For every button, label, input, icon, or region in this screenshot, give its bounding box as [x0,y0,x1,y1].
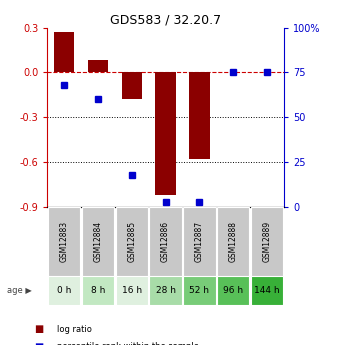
Bar [82,207,114,276]
Bar [183,276,216,305]
Text: GSM12885: GSM12885 [127,221,136,262]
Text: GSM12889: GSM12889 [263,221,271,262]
Bar [48,276,80,305]
Text: percentile rank within the sample: percentile rank within the sample [57,342,199,345]
Text: GSM12883: GSM12883 [60,221,69,262]
Text: 8 h: 8 h [91,286,105,295]
Bar [116,207,148,276]
Bar [82,276,114,305]
Bar [149,276,182,305]
Text: GSM12886: GSM12886 [161,221,170,262]
Text: 96 h: 96 h [223,286,243,295]
Text: GSM12884: GSM12884 [94,221,102,262]
Bar [217,276,249,305]
Bar [48,207,80,276]
Bar [116,276,148,305]
Title: GDS583 / 32.20.7: GDS583 / 32.20.7 [110,13,221,27]
Bar [251,276,283,305]
Bar [183,207,216,276]
Text: 0 h: 0 h [57,286,71,295]
Text: 16 h: 16 h [122,286,142,295]
Text: 28 h: 28 h [155,286,176,295]
Bar [217,207,249,276]
Text: ■: ■ [34,325,43,334]
Text: ■: ■ [34,342,43,345]
Bar [122,72,142,99]
Text: 52 h: 52 h [189,286,210,295]
Bar [54,32,74,72]
Text: log ratio: log ratio [57,325,92,334]
Text: GSM12887: GSM12887 [195,221,204,262]
Bar [88,60,108,72]
Text: age ▶: age ▶ [7,286,32,295]
Bar [189,72,210,159]
Bar [149,207,182,276]
Text: 144 h: 144 h [254,286,280,295]
Bar [155,72,176,195]
Bar [251,207,283,276]
Text: GSM12888: GSM12888 [229,221,238,262]
